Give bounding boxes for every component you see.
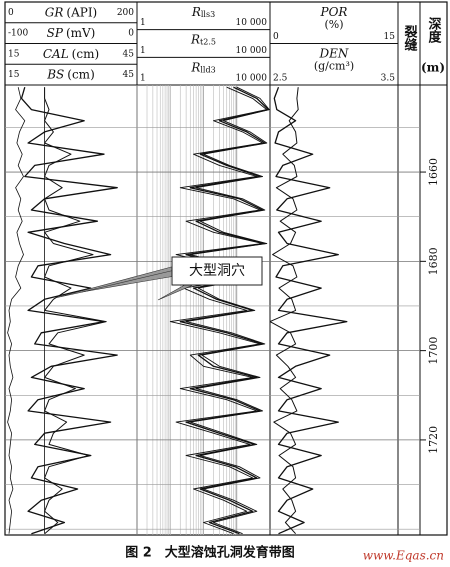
log-curve — [44, 87, 107, 535]
scale-end-label: 10 000 — [236, 46, 268, 56]
scale-end-label: 200 — [117, 8, 134, 18]
scale-end-label: 2.5 — [273, 74, 288, 84]
curve-name: DEN — [319, 46, 349, 60]
y-tick-label: 1680 — [427, 247, 440, 275]
scale-end-label: 15 — [8, 70, 20, 80]
log-curve — [269, 87, 299, 535]
fracture-label: 裂缝 — [402, 24, 419, 52]
log-curve — [169, 86, 268, 535]
log-curve — [20, 87, 118, 535]
watermark: www.Eqas.cn — [363, 549, 444, 563]
curve-unit: (cm) — [67, 67, 94, 81]
curve-name: CAL (cm) — [43, 46, 99, 60]
scale-end-label: 0 — [273, 32, 279, 42]
curve-unit: (%) — [324, 18, 343, 31]
log-curve — [185, 86, 270, 535]
curve-name: GR (API) — [45, 5, 97, 19]
scale-end-label: 1 — [140, 46, 146, 56]
scale-end-label: 3.5 — [381, 74, 396, 84]
curve-symbol: SP — [47, 26, 64, 40]
scale-end-label: 15 — [384, 32, 396, 42]
log-curve — [7, 87, 26, 534]
depth-unit: (m) — [421, 61, 445, 75]
scale-end-label: 1 — [140, 74, 146, 84]
curve-symbol: CAL — [43, 46, 69, 60]
curve-name: Rlld3 — [190, 60, 215, 75]
log-curve — [273, 86, 348, 535]
curve-symbol: R — [190, 60, 200, 74]
scale-end-label: -100 — [8, 29, 28, 39]
y-tick-label: 1720 — [427, 426, 440, 454]
frame — [4, 1, 448, 536]
curve-name: BS (cm) — [46, 67, 95, 81]
scale-end-label: 1 — [140, 18, 146, 28]
scale-end-label: 45 — [123, 70, 135, 80]
curve-unit: (mV) — [66, 26, 95, 40]
scale-end-label: 10 000 — [236, 74, 268, 84]
curve-symbol: DEN — [319, 46, 349, 60]
scale-end-label: 0 — [128, 29, 134, 39]
curve-symbol: BS — [46, 67, 64, 81]
scale-end-label: 10 000 — [236, 18, 268, 28]
depth-label: 深度 — [426, 16, 442, 44]
annotation-text: 大型洞穴 — [189, 263, 245, 279]
scale-end-label: 0 — [8, 8, 14, 18]
curve-subscript: t2.5 — [200, 38, 216, 47]
scale-end-label: 15 — [8, 49, 20, 59]
curve-name: Rlls3 — [191, 5, 215, 20]
annotation-group: 大型洞穴 — [54, 256, 263, 301]
curve-subscript: lld3 — [200, 65, 215, 74]
curve-unit: (API) — [66, 5, 97, 19]
curve-name: SP (mV) — [47, 26, 96, 40]
y-tick-label: 1660 — [427, 158, 440, 186]
curve-subscript: lls3 — [201, 10, 215, 19]
curve-name: Rt2.5 — [190, 32, 216, 47]
curve-unit: (cm) — [72, 46, 99, 60]
caption: 图 2 大型溶蚀孔洞发育带图 — [125, 545, 295, 561]
curve-symbol: R — [191, 5, 201, 19]
curve-unit: (g/cm³) — [314, 60, 354, 73]
curve-symbol: R — [190, 32, 200, 46]
annotation-arrow — [81, 269, 176, 293]
curve-name: POR — [320, 5, 348, 19]
annotation-box — [171, 256, 263, 286]
curve-symbol: POR — [320, 5, 348, 19]
curve-symbol: GR — [45, 5, 64, 19]
scale-end-label: 45 — [123, 49, 135, 59]
y-tick-label: 1700 — [427, 337, 440, 365]
